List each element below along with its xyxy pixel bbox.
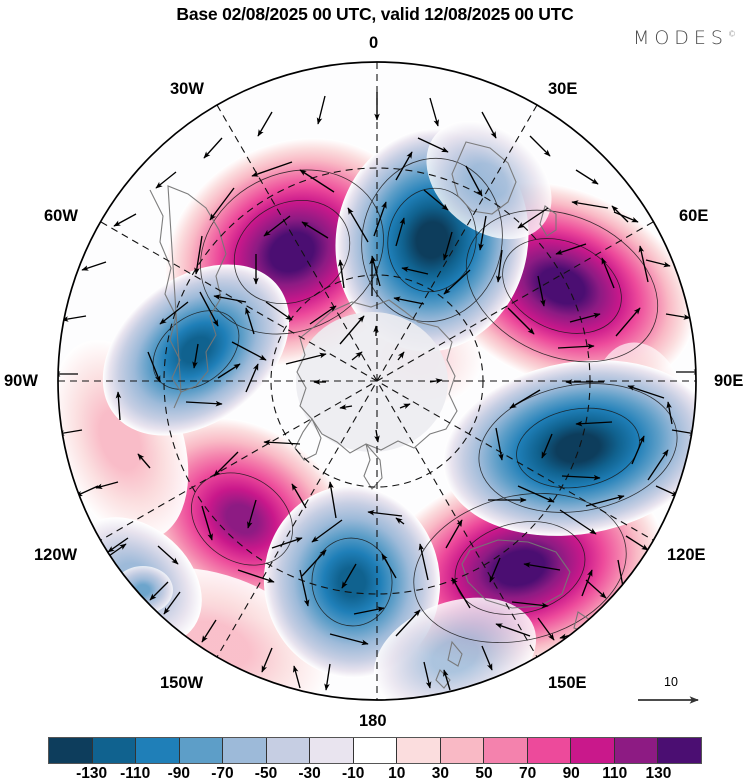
graticule-parallels <box>163 167 591 595</box>
lon-label-150E: 150E <box>548 674 587 692</box>
colorbar-swatch-12 <box>571 738 615 763</box>
wind-scale-key: 10 <box>636 675 732 717</box>
lon-label-180: 180 <box>359 712 387 730</box>
coastlines <box>149 141 591 689</box>
colorbar-tick-50: 50 <box>475 765 493 782</box>
lon-label-0: 0 <box>369 34 379 52</box>
colorbar-swatch-10 <box>484 738 528 763</box>
colorbar-swatch-11 <box>527 738 572 763</box>
wind-scale-label: 10 <box>664 675 678 689</box>
anomaly-negative-78W <box>102 264 290 436</box>
copyright-mark: © <box>728 29 736 39</box>
colorbar-swatch-7 <box>353 738 398 763</box>
lon-label-90W: 90W <box>4 372 38 390</box>
anomaly-polar-interior <box>296 312 448 452</box>
colorbar-swatch-2 <box>136 738 180 763</box>
modes-logo-text: MODES <box>632 27 728 49</box>
colorbar-tick--130: -130 <box>76 765 108 782</box>
colorbar-swatch-0 <box>49 738 93 763</box>
colorbar-tick-130: 130 <box>645 765 672 782</box>
anomaly-negative-30E-weak <box>426 120 552 240</box>
colorbar-tick--110: -110 <box>120 765 151 782</box>
page-title: Base 02/08/2025 00 UTC, valid 12/08/2025… <box>176 4 574 24</box>
colorbar-swatch-13 <box>614 738 659 763</box>
colorbar: -130 -110 -90 -70 -50 -30 -10 10 30 50 70 90 110 130 <box>48 737 702 783</box>
anomaly-field <box>58 62 696 700</box>
colorbar-swatch-3 <box>179 738 224 763</box>
lon-label-90E: 90E <box>714 372 744 390</box>
colorbar-swatches <box>48 737 702 764</box>
colorbar-swatch-6 <box>310 738 354 763</box>
lon-label-60W: 60W <box>44 207 78 225</box>
polar-stereographic-map <box>0 30 750 720</box>
lon-label-150W: 150W <box>160 674 204 692</box>
colorbar-swatch-4 <box>223 738 267 763</box>
colorbar-tick-labels: -130 -110 -90 -70 -50 -30 -10 10 30 50 70 90 110 130 <box>48 764 702 783</box>
lon-label-30W: 30W <box>170 80 204 98</box>
colorbar-tick--90: -90 <box>167 765 190 782</box>
colorbar-tick--50: -50 <box>254 765 278 782</box>
modes-logo: MODES© <box>633 27 736 49</box>
colorbar-tick-10: 10 <box>388 765 406 782</box>
colorbar-swatch-5 <box>266 738 311 763</box>
colorbar-tick-90: 90 <box>562 765 580 782</box>
lon-label-30E: 30E <box>548 80 578 98</box>
colorbar-swatch-8 <box>397 738 441 763</box>
lon-label-120E: 120E <box>667 546 706 564</box>
lon-label-60E: 60E <box>679 207 709 225</box>
colorbar-tick-70: 70 <box>518 765 537 782</box>
colorbar-tick--30: -30 <box>298 765 321 782</box>
lon-label-120W: 120W <box>34 546 78 564</box>
colorbar-swatch-9 <box>440 738 485 763</box>
colorbar-tick-110: 110 <box>602 765 628 782</box>
colorbar-tick-30: 30 <box>431 765 450 782</box>
colorbar-tick--70: -70 <box>211 765 234 782</box>
colorbar-tick--10: -10 <box>341 765 365 782</box>
globe-outline <box>57 61 697 701</box>
colorbar-swatch-1 <box>92 738 137 763</box>
colorbar-swatch-14 <box>658 738 701 763</box>
